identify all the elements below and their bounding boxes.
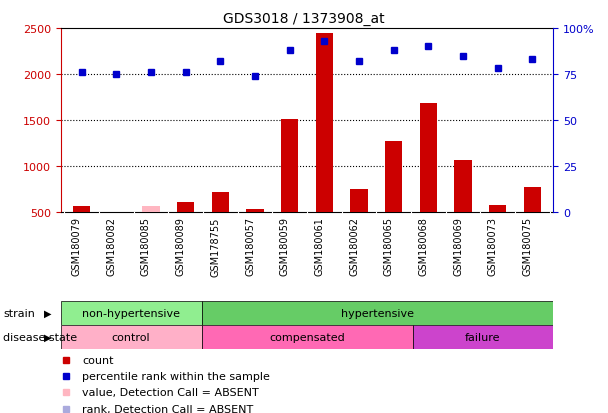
Bar <box>61 325 201 349</box>
Bar <box>524 188 541 212</box>
Text: GSM180057: GSM180057 <box>245 217 255 276</box>
Bar <box>413 325 553 349</box>
Text: GSM178755: GSM178755 <box>210 217 220 276</box>
Text: hypertensive: hypertensive <box>341 308 414 318</box>
Bar <box>108 212 125 213</box>
Text: GSM180059: GSM180059 <box>280 217 289 275</box>
Bar <box>201 301 553 325</box>
Bar <box>454 161 472 212</box>
Bar <box>350 189 368 212</box>
Text: GSM180075: GSM180075 <box>522 217 533 276</box>
Text: GSM180082: GSM180082 <box>106 217 116 275</box>
Text: ▶: ▶ <box>44 332 52 342</box>
Text: GSM180061: GSM180061 <box>314 217 325 275</box>
Text: GSM180062: GSM180062 <box>349 217 359 275</box>
Text: rank, Detection Call = ABSENT: rank, Detection Call = ABSENT <box>82 404 254 413</box>
Text: count: count <box>82 356 114 366</box>
Bar <box>281 120 299 212</box>
Text: disease state: disease state <box>3 332 77 342</box>
Text: GDS3018 / 1373908_at: GDS3018 / 1373908_at <box>223 12 385 26</box>
Bar <box>61 301 201 325</box>
Text: ▶: ▶ <box>44 308 52 318</box>
Text: control: control <box>112 332 150 342</box>
Text: strain: strain <box>3 308 35 318</box>
Text: GSM180079: GSM180079 <box>72 217 81 275</box>
Text: GSM180089: GSM180089 <box>176 217 185 275</box>
Text: compensated: compensated <box>269 332 345 342</box>
Text: GSM180068: GSM180068 <box>418 217 429 275</box>
Bar <box>420 104 437 212</box>
Text: GSM180065: GSM180065 <box>384 217 394 275</box>
Text: GSM180069: GSM180069 <box>453 217 463 275</box>
Bar <box>489 206 506 212</box>
Bar <box>316 34 333 212</box>
Bar <box>201 325 413 349</box>
Text: non-hypertensive: non-hypertensive <box>82 308 180 318</box>
Text: GSM180085: GSM180085 <box>141 217 151 275</box>
Text: failure: failure <box>465 332 500 342</box>
Bar <box>177 202 195 212</box>
Bar <box>73 207 90 212</box>
Bar <box>212 192 229 212</box>
Text: percentile rank within the sample: percentile rank within the sample <box>82 372 270 382</box>
Bar <box>385 142 402 212</box>
Text: value, Detection Call = ABSENT: value, Detection Call = ABSENT <box>82 387 259 397</box>
Text: GSM180073: GSM180073 <box>488 217 498 275</box>
Bar <box>246 209 264 212</box>
Bar <box>142 207 160 212</box>
